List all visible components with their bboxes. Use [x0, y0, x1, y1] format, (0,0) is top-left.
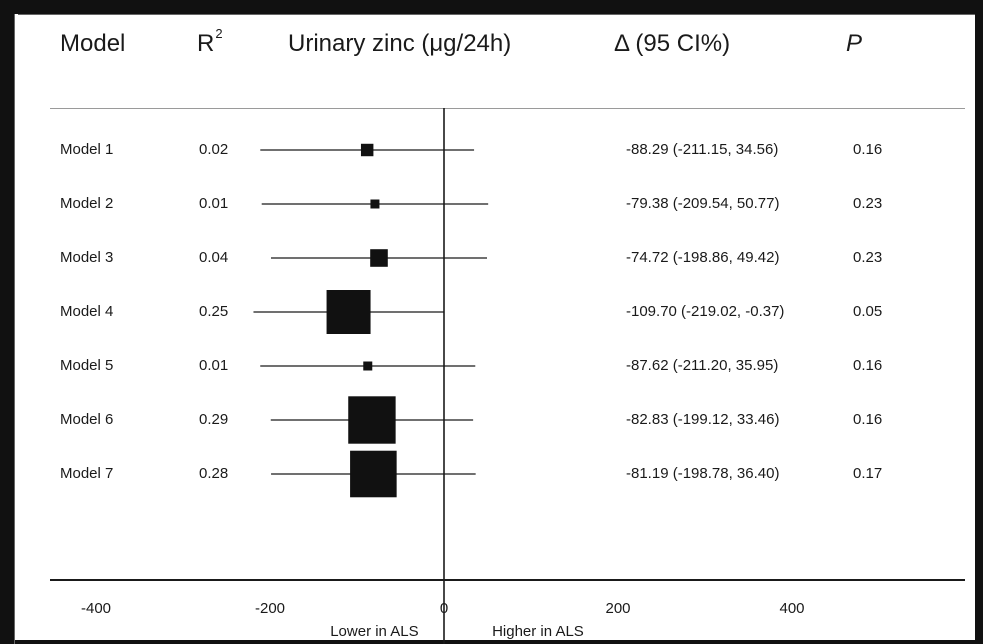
row-r2-value: 0.29 [199, 411, 229, 428]
table-row: Model 3 0.04 -74.72 (-198.86, 49.42) 0.23 [0, 245, 983, 271]
row-p-value: 0.23 [853, 195, 883, 212]
row-r2-value: 0.02 [199, 141, 229, 158]
header-r2-superscript: 2 [215, 26, 223, 41]
header-model: Model [60, 30, 126, 57]
row-r2-value: 0.01 [199, 195, 229, 212]
point-estimate-marker [348, 396, 396, 444]
row-p-value: 0.23 [853, 249, 883, 266]
row-model-label: Model 2 [60, 195, 114, 212]
row-ci-text: -82.83 (-199.12, 33.46) [626, 411, 780, 428]
row-model-label: Model 7 [60, 465, 114, 482]
point-estimate-marker [370, 249, 388, 267]
x-tick-label: 0 [440, 600, 448, 617]
table-row: Model 6 0.29 -82.83 (-199.12, 33.46) 0.16 [0, 407, 983, 433]
point-estimate-marker [370, 199, 380, 209]
table-row: Model 7 0.28 -81.19 (-198.78, 36.40) 0.17 [0, 461, 983, 487]
row-p-value: 0.05 [853, 303, 883, 320]
table-row: Model 4 0.25 -109.70 (-219.02, -0.37) 0.05 [0, 299, 983, 325]
frame-border-top [0, 0, 983, 14]
row-model-label: Model 3 [60, 249, 114, 266]
x-tick-label: 200 [605, 600, 630, 617]
row-p-value: 0.17 [853, 465, 883, 482]
x-tick-label: 400 [779, 600, 804, 617]
row-r2-value: 0.04 [199, 249, 229, 266]
header-urinary-zinc: Urinary zinc (μg/24h) [288, 30, 512, 57]
x-axis-line [50, 579, 965, 581]
header-separator [50, 108, 965, 109]
row-model-label: Model 6 [60, 411, 114, 428]
row-p-value: 0.16 [853, 411, 883, 428]
row-r2-value: 0.28 [199, 465, 229, 482]
row-ci-text: -74.72 (-198.86, 49.42) [626, 249, 780, 266]
header-r2-base: R [197, 30, 215, 57]
row-model-label: Model 5 [60, 357, 114, 374]
x-tick-label: -200 [255, 600, 285, 617]
axis-annotation-lower: Lower in ALS [330, 623, 418, 640]
row-p-value: 0.16 [853, 141, 883, 158]
header-delta-ci: Δ (95 CI%) [614, 30, 731, 57]
frame-border-bottom [0, 640, 983, 644]
row-r2-value: 0.25 [199, 303, 229, 320]
inner-border-top [18, 14, 975, 15]
row-r2-value: 0.01 [199, 357, 229, 374]
table-row: Model 2 0.01 -79.38 (-209.54, 50.77) 0.23 [0, 191, 983, 217]
row-ci-text: -88.29 (-211.15, 34.56) [626, 141, 779, 158]
header-p-value: P [846, 30, 863, 57]
point-estimate-marker [363, 361, 373, 371]
point-estimate-marker [360, 143, 374, 157]
header-r2: R2 [197, 26, 223, 58]
row-ci-text: -79.38 (-209.54, 50.77) [626, 195, 780, 212]
table-row: Model 1 0.02 -88.29 (-211.15, 34.56) 0.16 [0, 137, 983, 163]
row-model-label: Model 1 [60, 141, 114, 158]
point-estimate-marker [350, 450, 397, 498]
inner-border-left [14, 14, 15, 644]
frame-border-right [975, 0, 983, 644]
x-tick-label: -400 [81, 600, 111, 617]
point-estimate-marker [326, 290, 371, 334]
row-p-value: 0.16 [853, 357, 883, 374]
row-ci-text: -87.62 (-211.20, 35.95) [626, 357, 779, 374]
row-ci-text: -109.70 (-219.02, -0.37) [626, 303, 785, 320]
table-row: Model 5 0.01 -87.62 (-211.20, 35.95) 0.16 [0, 353, 983, 379]
axis-annotation-higher: Higher in ALS [492, 623, 584, 640]
row-ci-text: -81.19 (-198.78, 36.40) [626, 465, 780, 482]
frame-border-left [0, 0, 14, 644]
row-model-label: Model 4 [60, 303, 114, 320]
